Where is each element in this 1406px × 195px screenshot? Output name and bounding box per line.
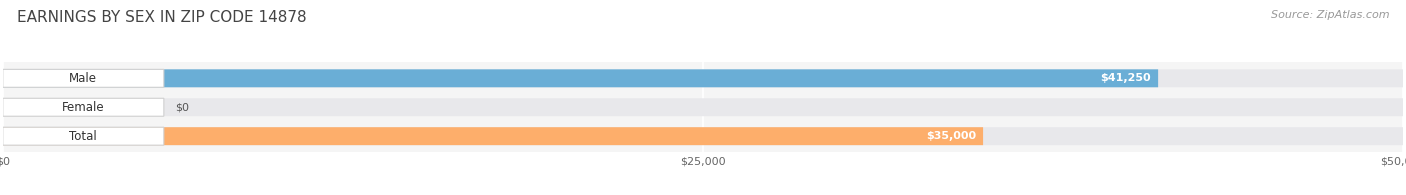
Text: Total: Total bbox=[69, 130, 97, 143]
Text: Source: ZipAtlas.com: Source: ZipAtlas.com bbox=[1271, 10, 1389, 20]
FancyBboxPatch shape bbox=[3, 127, 1403, 145]
Text: Female: Female bbox=[62, 101, 104, 114]
FancyBboxPatch shape bbox=[3, 127, 983, 145]
Text: $0: $0 bbox=[176, 102, 188, 112]
Text: EARNINGS BY SEX IN ZIP CODE 14878: EARNINGS BY SEX IN ZIP CODE 14878 bbox=[17, 10, 307, 25]
Text: Male: Male bbox=[69, 72, 97, 85]
Text: $41,250: $41,250 bbox=[1101, 73, 1152, 83]
FancyBboxPatch shape bbox=[3, 98, 165, 116]
Text: $35,000: $35,000 bbox=[927, 131, 976, 141]
FancyBboxPatch shape bbox=[3, 98, 1403, 116]
FancyBboxPatch shape bbox=[3, 69, 1403, 87]
FancyBboxPatch shape bbox=[3, 127, 165, 145]
FancyBboxPatch shape bbox=[3, 69, 1159, 87]
FancyBboxPatch shape bbox=[3, 69, 165, 87]
